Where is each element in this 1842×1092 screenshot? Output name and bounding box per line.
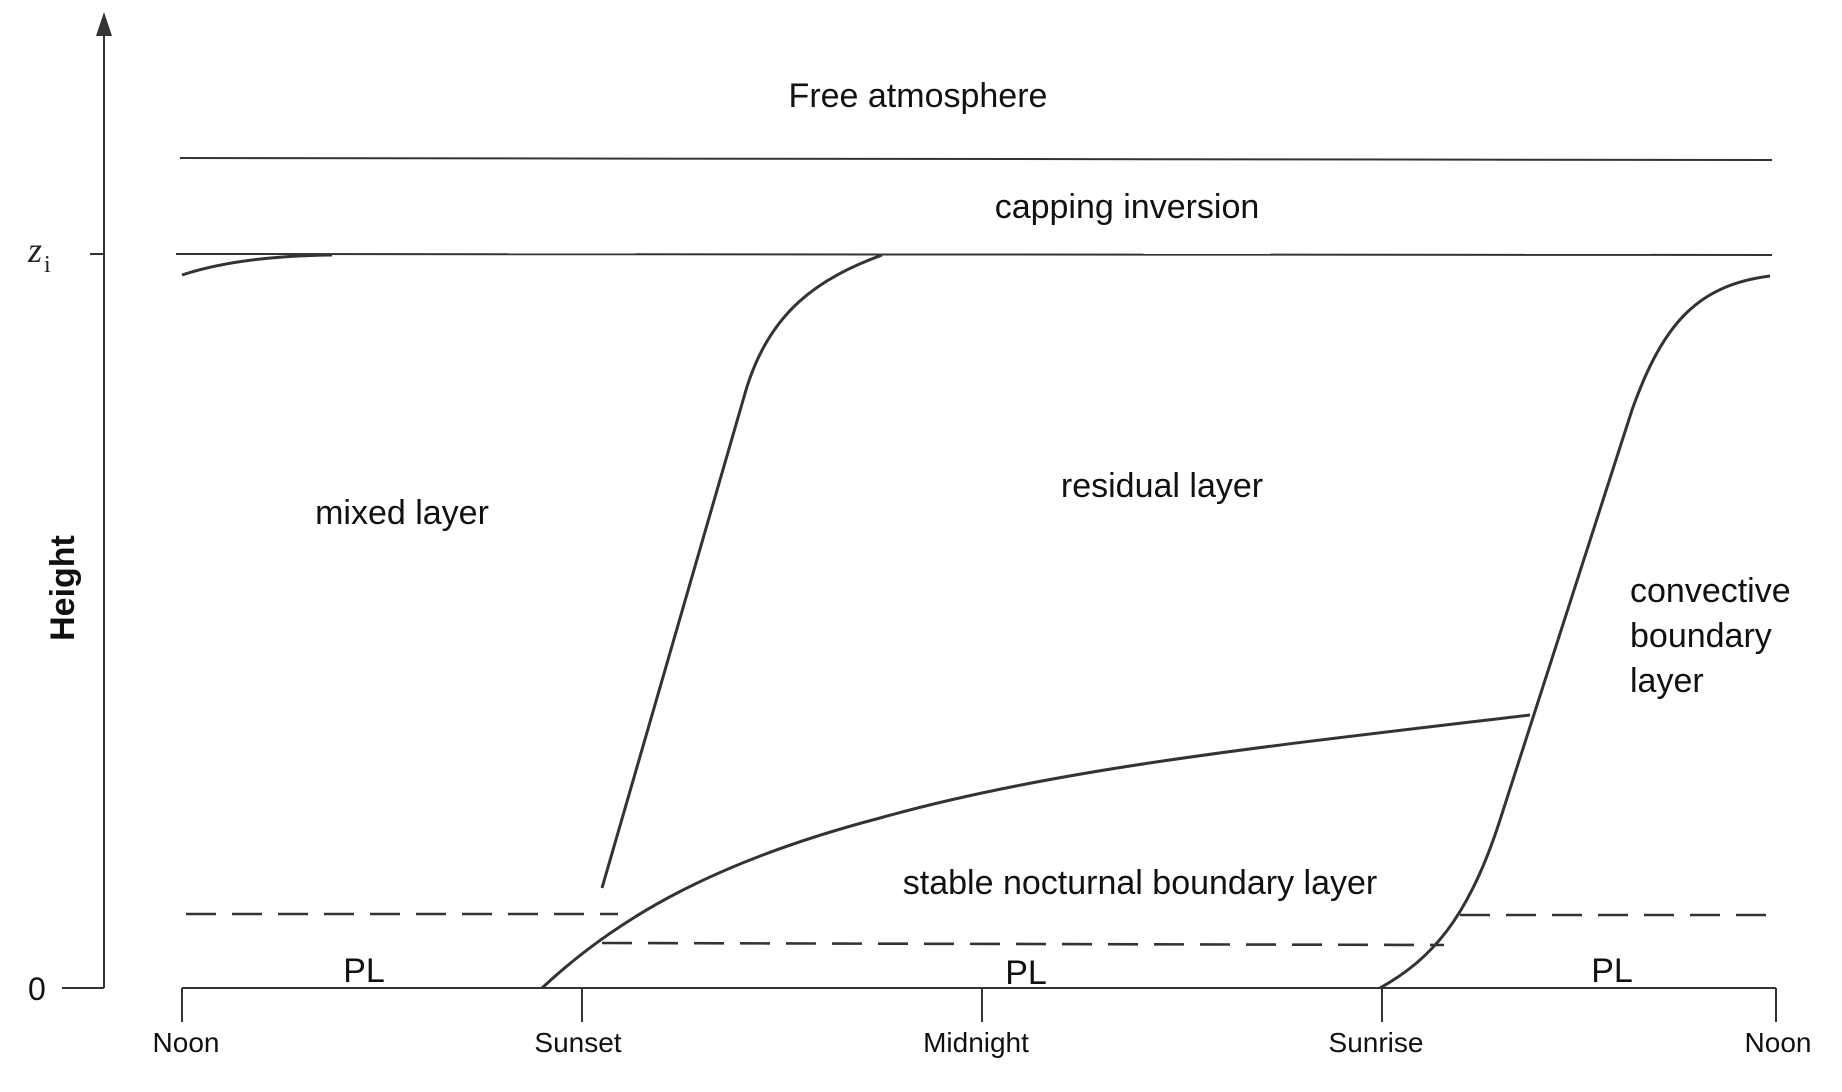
x-tick-label-sunrise: Sunrise	[1329, 1027, 1424, 1058]
label-convective-line1: convective	[1630, 572, 1791, 610]
zi-label-sub: i	[44, 252, 51, 278]
x-tick-label-noon-end: Noon	[1745, 1027, 1812, 1058]
mixed-layer-top-curve	[181, 253, 333, 277]
x-tick-label-midnight: Midnight	[923, 1027, 1029, 1058]
zi-label-main: z	[27, 230, 42, 270]
label-convective-line2: boundary	[1630, 617, 1772, 655]
label-capping-inversion: capping inversion	[995, 188, 1260, 226]
y-axis-arrow	[96, 12, 112, 36]
zi-line	[175, 253, 1773, 256]
x-tick-label-sunset: Sunset	[534, 1027, 621, 1058]
stable-boundary-layer-top-curve	[540, 713, 1531, 990]
label-pl-day-left: PL	[343, 952, 385, 990]
label-pl-night: PL	[1005, 954, 1047, 992]
label-free-atmosphere: Free atmosphere	[789, 77, 1048, 115]
zero-label: 0	[28, 971, 46, 1007]
residual-layer-boundary-curve	[600, 253, 883, 889]
label-convective-line3: layer	[1630, 662, 1704, 700]
capping-inversion-top-line	[179, 157, 1773, 161]
label-convective-boundary-layer: convective boundary layer	[1630, 572, 1800, 700]
zi-label: zi	[27, 230, 51, 278]
x-tick-label-noon-start: Noon	[153, 1027, 220, 1058]
label-stable-nocturnal-boundary-layer: stable nocturnal boundary layer	[903, 864, 1377, 902]
surface-layer-dash-night	[601, 941, 1445, 947]
label-residual-layer: residual layer	[1061, 467, 1263, 505]
label-mixed-layer: mixed layer	[315, 494, 489, 532]
label-pl-day-right: PL	[1591, 952, 1633, 990]
convective-layer-growth-curve	[1379, 274, 1771, 990]
y-axis-title: Height	[44, 535, 82, 641]
